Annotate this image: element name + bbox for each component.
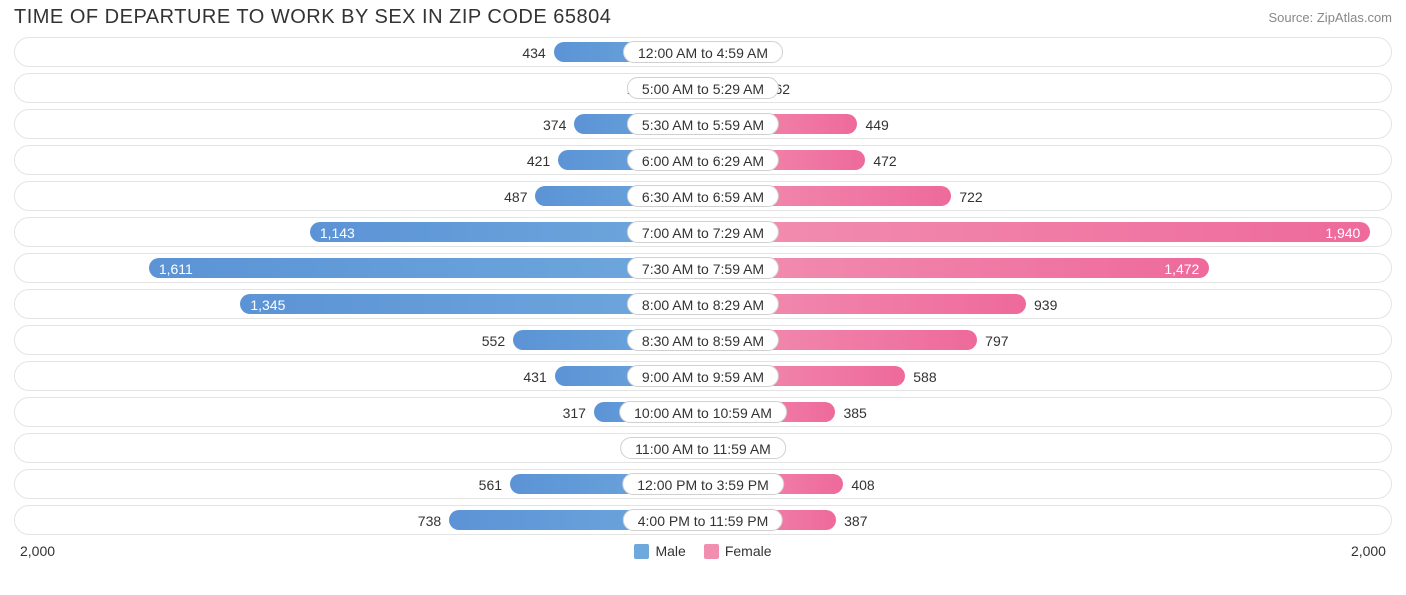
chart-row: 1,6111,4727:30 AM to 7:59 AM [14,253,1392,283]
value-male: 487 [504,182,527,212]
value-male: 738 [418,506,441,536]
category-label: 5:30 AM to 5:59 AM [627,113,779,135]
value-female: 387 [844,506,867,536]
axis-max-left: 2,000 [20,543,55,559]
chart-header: TIME OF DEPARTURE TO WORK BY SEX IN ZIP … [0,0,1406,37]
value-male: 1,611 [149,254,703,284]
category-label: 7:30 AM to 7:59 AM [627,257,779,279]
chart-row: 43410212:00 AM to 4:59 AM [14,37,1392,67]
category-label: 11:00 AM to 11:59 AM [620,437,786,459]
category-label: 10:00 AM to 10:59 AM [619,401,787,423]
category-label: 6:30 AM to 6:59 AM [627,185,779,207]
value-female: 1,472 [703,254,1209,284]
chart-row: 431 588 9:00 AM to 9:59 AM [14,361,1392,391]
category-label: 5:00 AM to 5:29 AM [627,77,779,99]
value-female: 722 [959,182,982,212]
axis-max-right: 2,000 [1351,543,1386,559]
legend-item-female: Female [704,543,772,559]
value-male: 561 [479,470,502,500]
category-label: 12:00 PM to 3:59 PM [622,473,784,495]
chart-row: 10113811:00 AM to 11:59 AM [14,433,1392,463]
legend-swatch-male [634,544,649,559]
category-label: 8:00 AM to 8:29 AM [627,293,779,315]
value-female: 449 [865,110,888,140]
value-female: 797 [985,326,1008,356]
category-label: 4:00 PM to 11:59 PM [623,509,783,531]
legend-swatch-female [704,544,719,559]
category-label: 6:00 AM to 6:29 AM [627,149,779,171]
category-label: 8:30 AM to 8:59 AM [627,329,779,351]
chart-footer: 2,000 Male Female 2,000 [0,541,1406,559]
value-male: 434 [522,38,545,68]
legend-item-male: Male [634,543,685,559]
value-female: 472 [873,146,896,176]
value-male: 317 [563,398,586,428]
value-male: 374 [543,110,566,140]
chart-row: 1311625:00 AM to 5:29 AM [14,73,1392,103]
chart-row: 738 387 4:00 PM to 11:59 PM [14,505,1392,535]
chart-area: 43410212:00 AM to 4:59 AM 1311625:00 AM t… [0,37,1406,535]
chart-row: 1,3459398:00 AM to 8:29 AM [14,289,1392,319]
value-female: 1,940 [703,218,1370,248]
legend: Male Female [634,543,771,559]
chart-row: 421 472 6:00 AM to 6:29 AM [14,145,1392,175]
value-male: 552 [482,326,505,356]
chart-source: Source: ZipAtlas.com [1268,10,1392,25]
chart-title: TIME OF DEPARTURE TO WORK BY SEX IN ZIP … [14,6,611,29]
value-female: 588 [913,362,936,392]
chart-row: 561 408 12:00 PM to 3:59 PM [14,469,1392,499]
value-female: 939 [1034,290,1057,320]
chart-row: 552 797 8:30 AM to 8:59 AM [14,325,1392,355]
chart-row: 487 722 6:30 AM to 6:59 AM [14,181,1392,211]
category-label: 9:00 AM to 9:59 AM [627,365,779,387]
chart-row: 1,1431,9407:00 AM to 7:29 AM [14,217,1392,247]
category-label: 7:00 AM to 7:29 AM [627,221,779,243]
value-female: 385 [843,398,866,428]
chart-row: 374 449 5:30 AM to 5:59 AM [14,109,1392,139]
value-female: 408 [851,470,874,500]
chart-row: 317 385 10:00 AM to 10:59 AM [14,397,1392,427]
value-male: 431 [523,362,546,392]
legend-label-male: Male [655,543,685,559]
value-male: 421 [527,146,550,176]
legend-label-female: Female [725,543,772,559]
category-label: 12:00 AM to 4:59 AM [623,41,783,63]
